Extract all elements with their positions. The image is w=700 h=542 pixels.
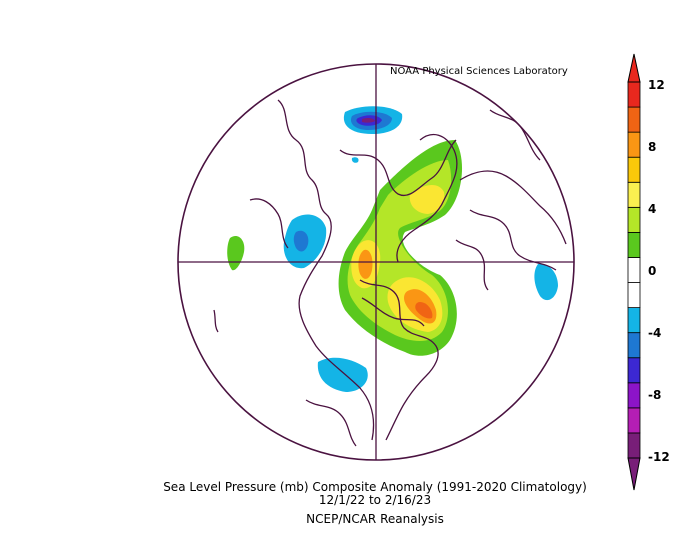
colorbar-segment (627, 257, 641, 283)
colorbar-segment (627, 206, 641, 233)
coastlines (213, 99, 567, 447)
colorbar-label-4: 4 (648, 202, 657, 216)
negative-anomaly-purple-1 (362, 117, 375, 123)
colorbar-label-0: 0 (648, 264, 657, 278)
colorbar-top-arrow (627, 53, 641, 83)
colorbar-label-neg8: -8 (648, 388, 662, 402)
colorbar-label-12: 12 (648, 78, 665, 92)
colorbar-segment (627, 382, 641, 409)
map-boundary (177, 63, 575, 461)
colorbar-segment (627, 131, 641, 158)
colorbar-label-neg4: -4 (648, 326, 662, 340)
colorbar-segment (627, 106, 641, 133)
colorbar-bottom-arrow (627, 457, 641, 491)
negative-anomaly-cyan-4 (317, 357, 368, 392)
colorbar-label-8: 8 (648, 140, 657, 154)
caption-source: NCEP/NCAR Reanalysis (306, 512, 444, 526)
anomaly-shading (227, 106, 558, 392)
colorbar-segment (627, 357, 641, 384)
positive-anomaly-deeporange (415, 302, 433, 319)
colorbar-segment (627, 181, 641, 208)
credit-label: NOAA Physical Sciences Laboratory (390, 66, 568, 77)
colorbar-segment (627, 332, 641, 359)
colorbar-segment (627, 432, 641, 459)
colorbar (627, 53, 641, 491)
caption-title: Sea Level Pressure (mb) Composite Anomal… (163, 480, 587, 494)
colorbar-segment (627, 282, 641, 308)
negative-anomaly-blue-2 (293, 230, 309, 252)
colorbar-segment (627, 156, 641, 183)
positive-anomaly-small (227, 235, 245, 271)
colorbar-segment (627, 81, 641, 108)
colorbar-segment (627, 407, 641, 434)
caption-dates: 12/1/22 to 2/16/23 (318, 493, 432, 507)
negative-anomaly-cyan-5 (351, 157, 359, 163)
colorbar-segment (627, 307, 641, 334)
colorbar-segment (627, 231, 641, 258)
colorbar-label-neg12: -12 (648, 450, 670, 464)
negative-anomaly-cyan-3 (534, 263, 558, 301)
